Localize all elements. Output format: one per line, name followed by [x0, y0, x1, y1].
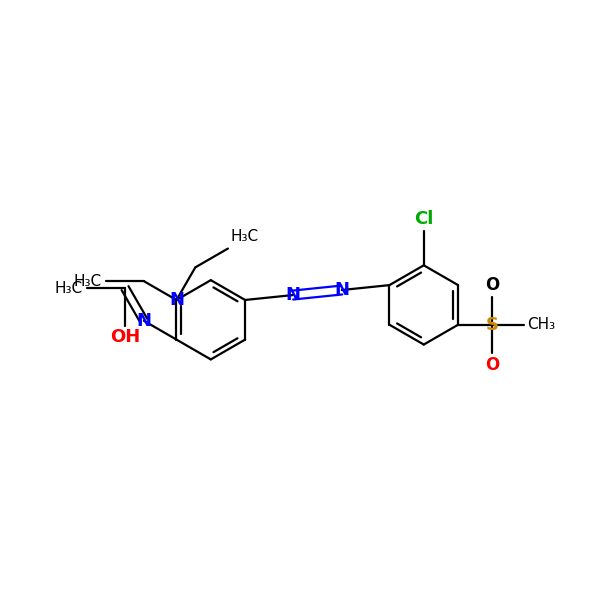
Text: N: N — [335, 281, 349, 299]
Text: CH₃: CH₃ — [527, 317, 555, 332]
Text: H₃C: H₃C — [73, 274, 101, 289]
Text: O: O — [485, 275, 499, 293]
Text: N: N — [169, 291, 184, 309]
Text: N: N — [285, 286, 300, 304]
Text: H₃C: H₃C — [54, 281, 82, 296]
Text: OH: OH — [110, 328, 140, 346]
Text: N: N — [137, 312, 151, 330]
Text: O: O — [485, 356, 499, 374]
Text: Cl: Cl — [414, 211, 434, 228]
Text: S: S — [485, 316, 498, 334]
Text: H₃C: H₃C — [231, 228, 259, 243]
